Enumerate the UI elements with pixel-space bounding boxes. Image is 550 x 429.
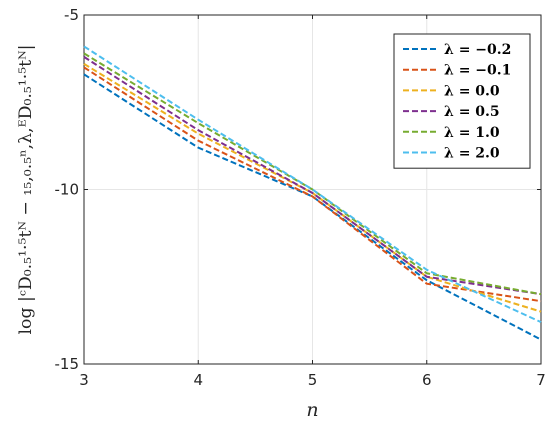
series-line-1	[83, 66, 542, 303]
legend-label-4: λ = 1.0	[444, 125, 500, 141]
series-line-4	[83, 52, 542, 296]
legend: λ = −0.2 λ = −0.1 λ = 0.0 λ = 0.5 λ = 1.0 λ =…	[393, 33, 531, 169]
legend-label-0: λ = −0.2	[444, 42, 511, 58]
x-tick-label: 4	[193, 371, 203, 389]
legend-label-1: λ = −0.1	[444, 63, 511, 79]
legend-label-3: λ = 0.5	[444, 104, 500, 120]
series-group	[83, 45, 542, 341]
x-tick-label: 3	[79, 371, 89, 389]
series-line-0	[83, 73, 542, 341]
x-ticks: 3 4 5 6 7	[79, 15, 546, 389]
legend-label-2: λ = 0.0	[444, 83, 500, 99]
legend-label-5: λ = 2.0	[444, 146, 500, 162]
y-tick-label: -10	[55, 181, 80, 199]
x-tick-label: 5	[308, 371, 318, 389]
y-ticks: -5 -10 -15	[55, 6, 541, 373]
series-line-3	[83, 56, 542, 296]
x-tick-label: 7	[536, 371, 546, 389]
x-axis-label: n	[306, 399, 318, 421]
legend-box	[393, 33, 531, 169]
y-axis-label: log |ᶜD₀.₅¹·⁵tᴺ − ₁₅,₀.₅ⁿ,λ,ᴱD₀.₅¹·⁵tᴺ|	[16, 45, 36, 335]
y-tick-label: -5	[64, 6, 79, 24]
y-tick-label: -15	[55, 355, 80, 373]
x-tick-label: 6	[422, 371, 432, 389]
series-line-5	[83, 45, 542, 324]
